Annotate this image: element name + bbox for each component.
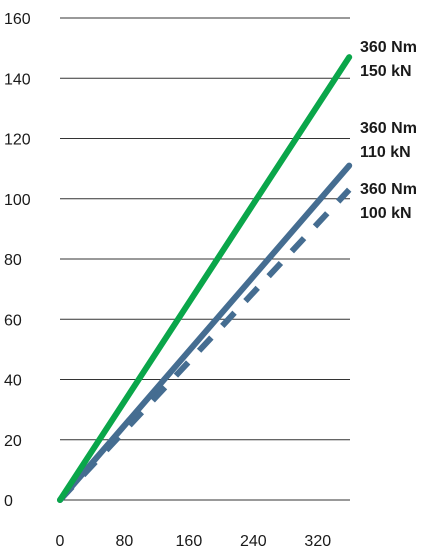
x-tick-label: 0 [56,533,65,548]
series-annotation-1: 360 Nm [360,39,417,56]
y-tick-label: 0 [4,493,13,510]
y-tick-label: 160 [4,11,31,28]
y-tick-label: 100 [4,192,31,209]
y-axis-tick-labels: 0 20 40 60 80 100 120 140 160 [4,11,31,510]
x-tick-label: 240 [240,533,267,548]
series-annotation-3: 100 kN [360,205,412,222]
y-tick-label: 40 [4,373,22,390]
series-annotation-1: 150 kN [360,63,412,80]
series-annotations: 360 Nm 150 kN 360 Nm 110 kN 360 Nm 100 kN [360,39,417,222]
series-annotation-3: 360 Nm [360,181,417,198]
y-tick-label: 120 [4,132,31,149]
x-tick-label: 80 [116,533,134,548]
y-tick-label: 60 [4,312,22,329]
grid-lines [60,17,350,501]
x-axis-tick-labels: 0 80 160 240 320 [56,533,332,548]
x-tick-label: 320 [304,533,331,548]
series-annotation-2: 110 kN [360,144,411,161]
y-tick-label: 80 [4,252,22,269]
series-annotation-2: 360 Nm [360,120,417,137]
y-tick-label: 140 [4,71,31,88]
x-tick-label: 160 [176,533,203,548]
series-lines [57,54,353,503]
y-tick-label: 20 [4,433,22,450]
series-line-1 [57,54,353,503]
series-line-2 [57,162,353,503]
